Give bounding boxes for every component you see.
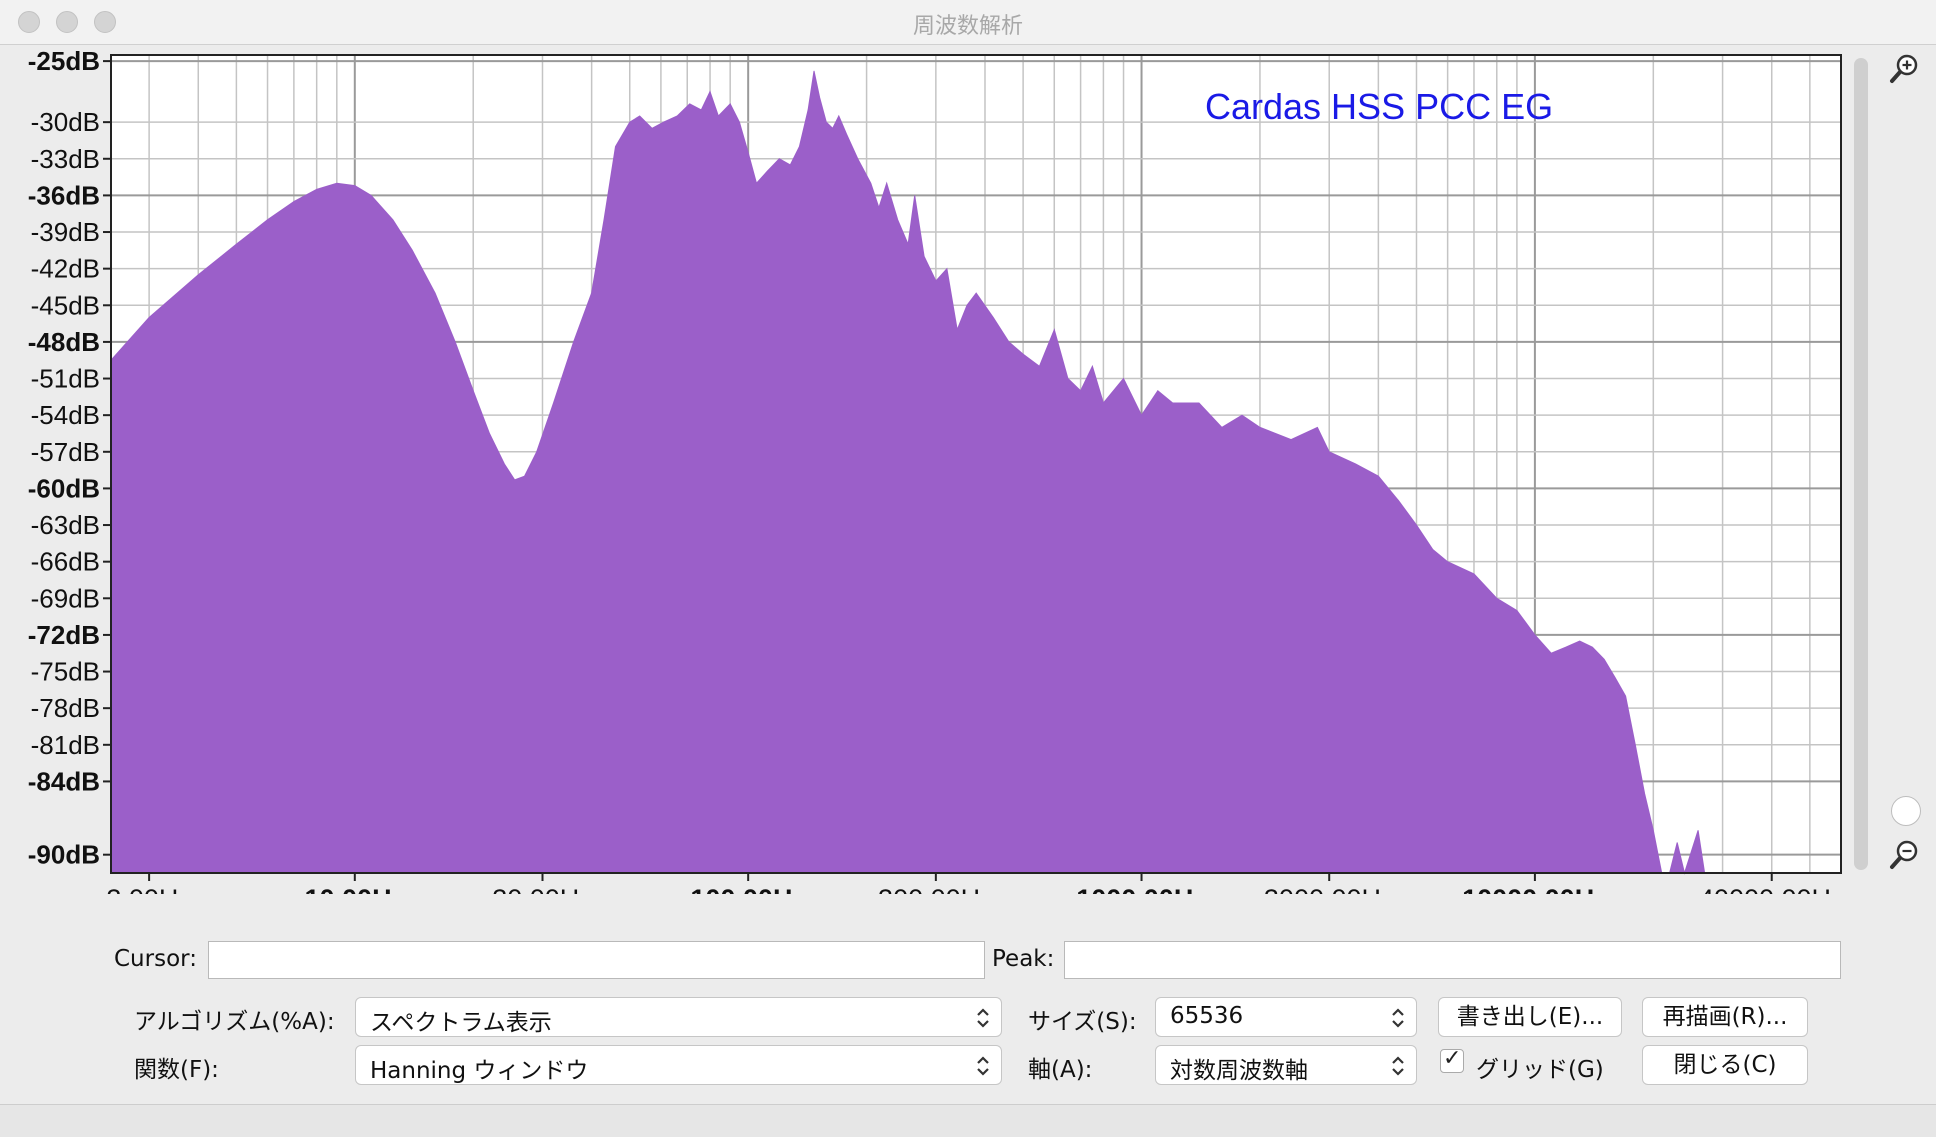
y-tick-label: -72dB [28,620,100,650]
axis-value: 対数周波数軸 [1170,1058,1308,1084]
y-tick-label: -42dB [31,254,100,284]
y-tick-label: -36dB [28,180,100,210]
zoom-slider-thumb[interactable] [1891,796,1921,826]
y-tick-label: -57dB [31,437,100,467]
select-arrows-icon [1392,1008,1404,1028]
plot-annotation: Cardas HSS PCC EG [1205,86,1553,127]
checkmark-icon: ✓ [1443,1046,1462,1071]
y-tick-label: -84dB [28,766,100,796]
y-tick-label: -45dB [31,290,100,320]
algorithm-label: アルゴリズム(%A): [134,1009,335,1035]
axis-select[interactable]: 対数周波数軸 [1155,1045,1417,1085]
x-tick-label: 3.00Hz [106,884,192,894]
x-tick-label: 100.00Hz [690,884,806,894]
grid-checkbox-label[interactable]: グリッド(G) [1476,1057,1604,1083]
y-tick-label: -78dB [31,693,100,723]
y-tick-label: -33dB [31,144,100,174]
grid-checkbox[interactable]: ✓ [1440,1046,1464,1073]
title-bar: 周波数解析 [0,0,1936,45]
spectrum-area [110,70,1841,875]
y-tick-label: -39dB [31,217,100,247]
close-button[interactable]: 閉じる(C) [1642,1045,1808,1085]
select-arrows-icon [977,1056,989,1076]
spectrum-plot[interactable]: -25dB -30dB -33dB -36dB -39dB -42dB -45dB -48dB… [0,44,1936,894]
replot-button[interactable]: 再描画(R)... [1642,997,1808,1037]
y-tick-label: -69dB [31,583,100,613]
function-label: 関数(F): [134,1057,219,1083]
x-tick-label: 1000.00Hz [1076,884,1207,894]
y-tick-label: -90dB [28,840,100,870]
size-value: 65536 [1170,1003,1244,1029]
y-tick-label: -66dB [31,547,100,577]
y-tick-label: -60dB [28,473,100,503]
minimize-window-button[interactable] [56,11,78,33]
axis-label: 軸(A): [1028,1057,1093,1083]
peak-field[interactable] [1064,941,1841,979]
size-select[interactable]: 65536 [1155,997,1417,1037]
cursor-field[interactable] [208,941,985,979]
status-bar [0,1104,1936,1137]
algorithm-value: スペクトラム表示 [370,1010,552,1036]
size-label: サイズ(S): [1028,1009,1137,1035]
vertical-scrollbar[interactable] [1854,58,1868,870]
x-tick-label: 10000.00Hz [1462,884,1608,894]
y-tick-label: -48dB [28,327,100,357]
function-select[interactable]: Hanning ウィンドウ [355,1045,1002,1085]
y-tick-label: -63dB [31,510,100,540]
plot-border [110,54,1842,874]
y-tick-label: -30dB [31,107,100,137]
y-tick-label: -75dB [31,657,100,687]
y-tick-label: -81dB [31,730,100,760]
zoom-in-icon[interactable] [1888,52,1922,86]
x-tick-label: 3000.00Hz [1264,884,1395,894]
select-arrows-icon [977,1008,989,1028]
zoom-out-icon[interactable] [1888,838,1922,872]
x-tick-label: 10.00Hz [305,884,406,894]
close-window-button[interactable] [18,11,40,33]
peak-label: Peak: [992,946,1055,972]
y-tick-label: -51dB [31,364,100,394]
function-value: Hanning ウィンドウ [370,1058,589,1084]
x-tick-label: 40000.00Hz [1699,884,1845,894]
export-button[interactable]: 書き出し(E)... [1438,997,1622,1037]
algorithm-select[interactable]: スペクトラム表示 [355,997,1002,1037]
window-title: 周波数解析 [912,14,1023,39]
select-arrows-icon [1392,1056,1404,1076]
x-tick-label: 300.00Hz [878,884,994,894]
y-tick-label: -25dB [28,46,100,76]
cursor-label: Cursor: [114,946,197,972]
x-tick-label: 30.00Hz [492,884,593,894]
y-tick-label: -54dB [31,400,100,430]
zoom-window-button[interactable] [94,11,116,33]
